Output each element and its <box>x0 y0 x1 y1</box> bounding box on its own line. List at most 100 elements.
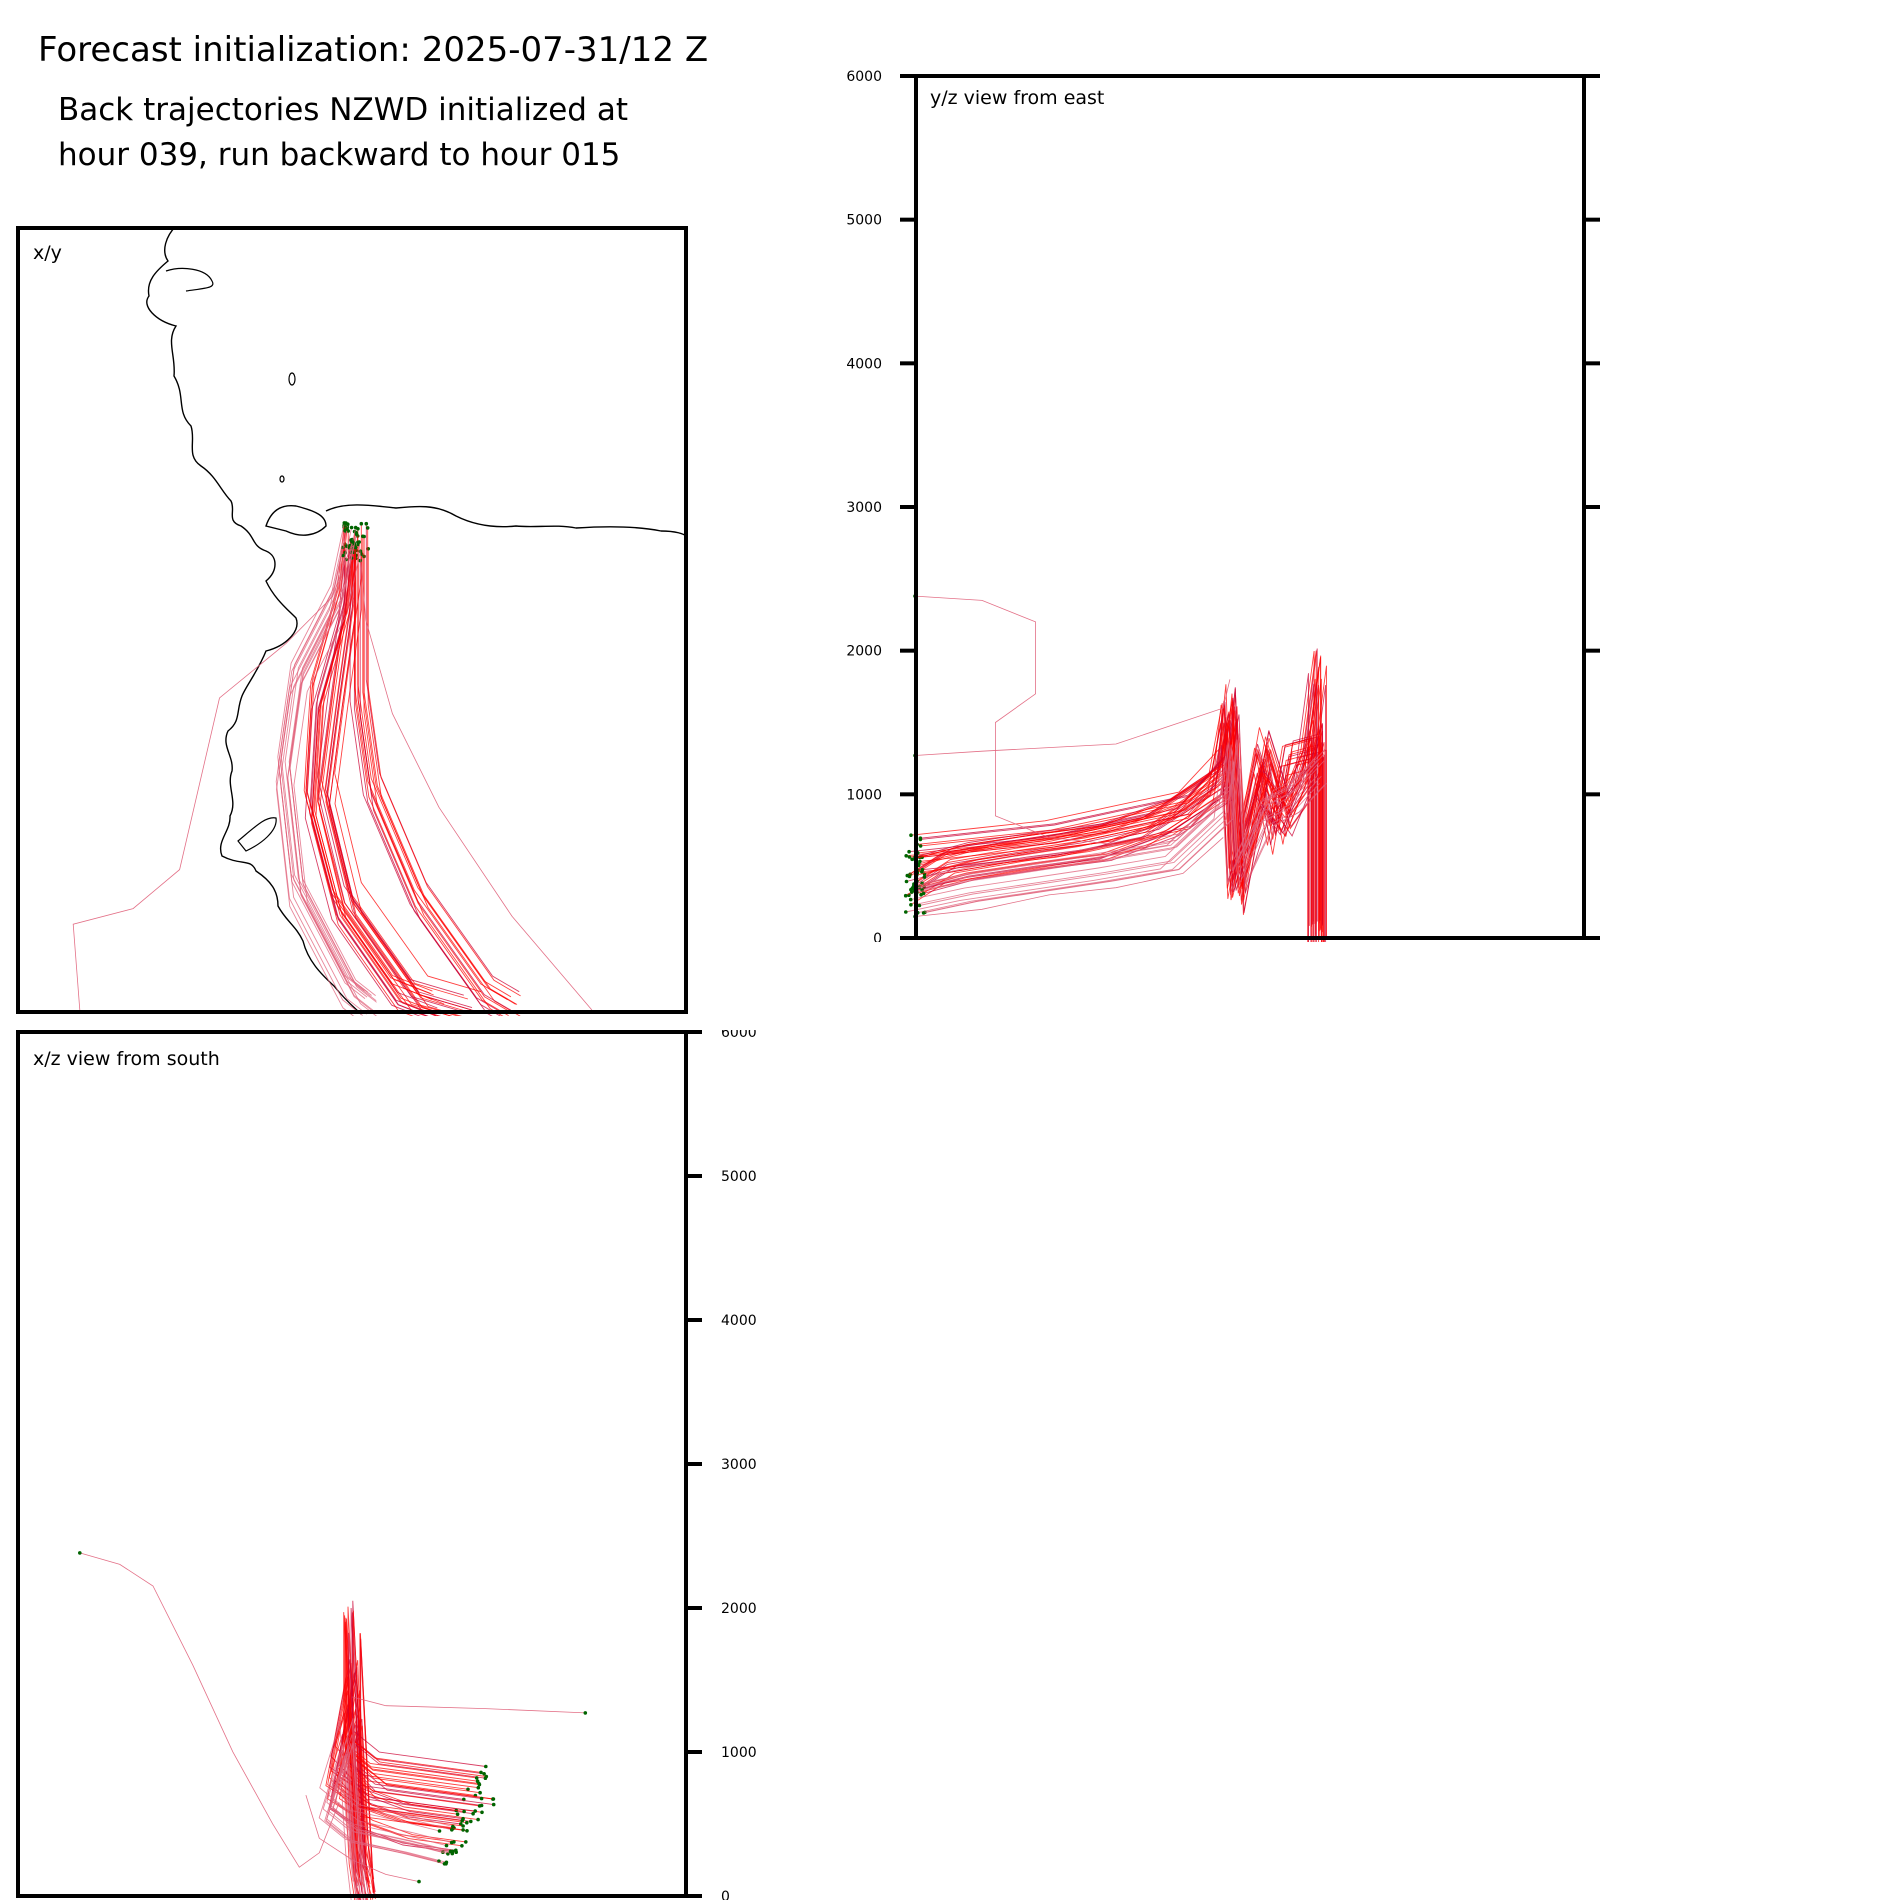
island <box>279 475 285 483</box>
trajectory-start-marker <box>907 849 911 854</box>
trajectory-line <box>359 1633 493 1893</box>
trajectory-start-marker <box>484 1774 489 1779</box>
trajectory-start-marker <box>477 1804 482 1808</box>
trajectory-start-marker <box>491 1802 496 1807</box>
trajectory-line <box>917 769 1321 914</box>
yz-y-axis: 0 1000 2000 3000 4000 5000 6000 <box>846 69 1600 942</box>
coastline-west <box>146 226 362 1015</box>
trajectory-line <box>287 543 375 1012</box>
y-tick-label: 1000 <box>846 787 882 803</box>
trajectory-start-marker <box>442 1862 447 1866</box>
y-tick-label: 0 <box>873 931 882 942</box>
trajectory-start-marker <box>357 540 362 544</box>
y-tick-label: 2000 <box>721 1601 757 1617</box>
y-tick-label: 0 <box>721 1889 730 1900</box>
trajectory-start-marker <box>904 854 908 858</box>
trajectory-start-marker <box>358 549 363 553</box>
trajectory-start-marker <box>907 855 912 859</box>
trajectory-line <box>318 1752 440 1900</box>
trajectory-start-marker <box>417 1879 421 1884</box>
figure-title: Forecast initialization: 2025-07-31/12 Z <box>38 30 709 70</box>
trajectory-start-marker <box>471 1811 475 1816</box>
trajectory-start-marker <box>583 1711 588 1715</box>
trajectory-line <box>330 1743 451 1900</box>
trajectory-line <box>905 768 1309 913</box>
xy-panel-title: x/y <box>33 242 62 264</box>
figure-subtitle: Back trajectories NZWD initialized at ho… <box>58 88 628 178</box>
trajectory-start-marker <box>920 867 925 872</box>
trajectory-start-marker <box>921 891 926 896</box>
trajectory-line <box>304 552 421 1016</box>
y-tick-label: 6000 <box>721 1030 757 1041</box>
trajectory-start-marker <box>909 833 913 837</box>
trajectory-start-marker <box>353 545 358 550</box>
coastline <box>146 226 687 1015</box>
coastline-spit <box>237 817 277 852</box>
trajectory-line <box>358 541 593 1011</box>
trajectory-line <box>275 547 363 1016</box>
y-tick-label: 5000 <box>721 1169 757 1185</box>
trajectory-line <box>352 1610 487 1871</box>
trajectory-line <box>276 555 355 1016</box>
trajectory-start-marker <box>917 903 922 908</box>
y-tick-label: 4000 <box>846 356 882 372</box>
trajectory-line <box>359 560 493 1016</box>
trajectory-line <box>362 536 516 1005</box>
trajectory-start-marker <box>479 1796 484 1801</box>
trajectory-lines <box>72 521 593 1016</box>
y-tick-label: 2000 <box>846 644 882 660</box>
trajectory-start-marker <box>478 1790 482 1795</box>
trajectory-start-marker <box>345 527 349 531</box>
trajectory-line <box>914 595 1117 845</box>
coastline-north <box>325 504 687 537</box>
trajectory-start-marker <box>365 526 370 530</box>
trajectory-line <box>309 547 437 1016</box>
trajectory-start-marker <box>342 521 347 525</box>
trajectory-line <box>352 1696 586 1714</box>
trajectory-line <box>923 714 1327 938</box>
trajectory-start-marker <box>450 1828 454 1832</box>
trajectory-line <box>331 1721 452 1881</box>
trajectory-start-marker <box>465 1820 469 1825</box>
subtitle-line-2: hour 039, run backward to hour 015 <box>58 137 621 173</box>
trajectory-start-marker <box>908 897 913 902</box>
trajectory-start-marker <box>359 521 364 526</box>
trajectory-start-marker <box>475 1779 480 1783</box>
trajectory-start-marker <box>465 1829 469 1833</box>
trajectory-line <box>334 523 482 993</box>
trajectory-line <box>332 1745 453 1900</box>
trajectory-line <box>317 527 464 996</box>
trajectory-line <box>914 650 1317 924</box>
trajectory-start-marker <box>479 1770 483 1775</box>
trajectory-start-marker <box>444 1843 449 1848</box>
trajectory-start-marker <box>461 1824 465 1828</box>
trajectory-line <box>915 760 1319 905</box>
trajectory-line <box>907 703 1310 926</box>
trajectory-start-marker <box>451 1824 455 1829</box>
trajectory-line <box>916 748 1320 893</box>
trajectory-line <box>72 541 353 1011</box>
trajectory-start-marker <box>462 1809 466 1814</box>
trajectory-line <box>924 733 1327 878</box>
trajectory-start-marker <box>904 879 909 884</box>
xy-map-panel: x/y <box>16 226 688 1016</box>
trajectory-line <box>317 535 445 1005</box>
trajectory-start-marker <box>366 547 371 551</box>
trajectory-start-marker <box>918 844 923 848</box>
yz-panel-title: y/z view from east <box>930 87 1104 109</box>
trajectory-start-marker <box>364 521 369 526</box>
trajectory-lines <box>903 594 1328 942</box>
trajectory-line <box>910 684 1314 922</box>
trajectory-line <box>367 527 521 997</box>
y-tick-label: 3000 <box>846 500 882 516</box>
trajectory-line <box>359 1633 494 1893</box>
trajectory-start-marker <box>918 836 923 840</box>
trajectory-start-marker <box>455 1812 460 1816</box>
y-tick-label: 3000 <box>721 1457 757 1473</box>
trajectory-start-marker <box>349 525 354 530</box>
trajectory-line <box>919 761 1322 906</box>
trajectory-line <box>288 527 376 996</box>
xz-y-axis: 0 1000 2000 3000 4000 5000 6000 <box>16 1030 757 1900</box>
trajectory-line <box>914 679 1231 756</box>
trajectory-line <box>917 702 1321 940</box>
